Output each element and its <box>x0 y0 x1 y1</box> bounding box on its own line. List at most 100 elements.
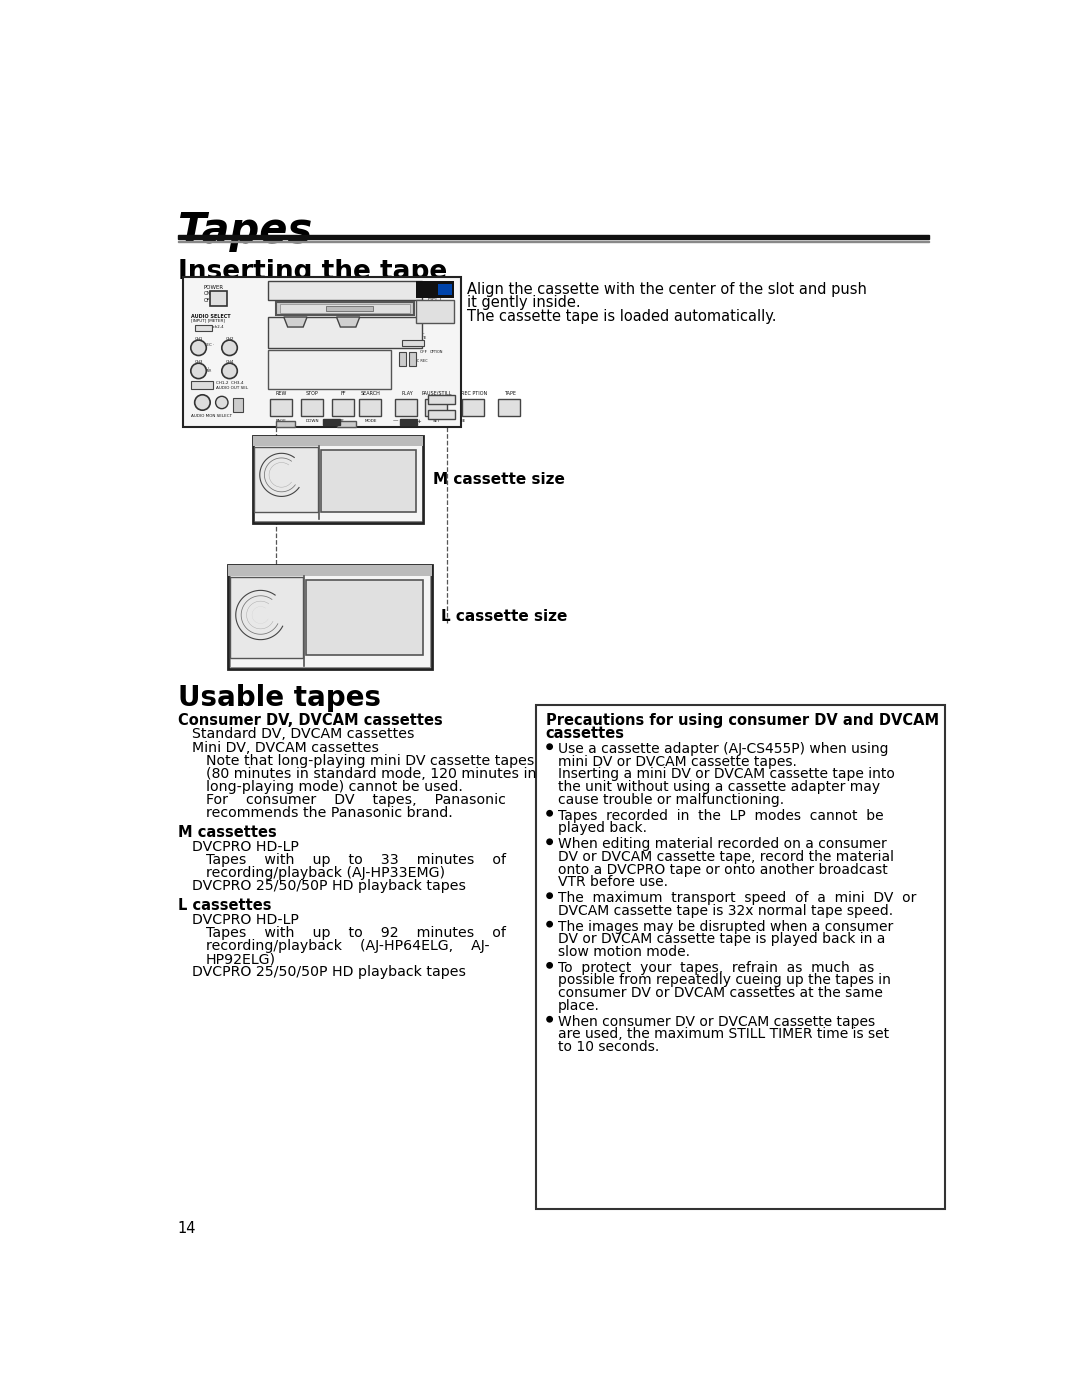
Bar <box>177 236 930 239</box>
Bar <box>276 302 414 316</box>
Bar <box>194 324 212 331</box>
Circle shape <box>216 397 228 409</box>
Text: ▶: ▶ <box>469 401 476 411</box>
Bar <box>428 411 455 419</box>
Bar <box>416 300 455 323</box>
Bar <box>438 284 451 295</box>
Text: AUDIO OUT SEL: AUDIO OUT SEL <box>216 386 248 390</box>
Text: M cassettes: M cassettes <box>177 826 276 840</box>
Text: DOWN: DOWN <box>306 419 320 423</box>
Text: |FULL|: |FULL| <box>199 366 210 370</box>
Bar <box>301 398 323 415</box>
Bar <box>337 420 356 427</box>
Bar <box>499 398 521 415</box>
Bar <box>326 306 373 312</box>
Text: TAPE: TAPE <box>504 391 516 395</box>
Text: · REC ·: · REC · <box>201 344 215 348</box>
Text: DVCPRO HD-LP: DVCPRO HD-LP <box>191 840 298 854</box>
Text: Tapes: Tapes <box>177 210 312 251</box>
Circle shape <box>546 745 552 749</box>
Bar <box>424 398 446 415</box>
Text: EJECT: EJECT <box>428 298 443 302</box>
Text: Inserting the tape: Inserting the tape <box>177 258 447 285</box>
Text: DVCAM cassette tape is 32x normal tape speed.: DVCAM cassette tape is 32x normal tape s… <box>558 904 893 918</box>
Text: CH1: CH1 <box>194 337 203 341</box>
Text: ▶: ▶ <box>403 401 410 411</box>
Bar <box>268 317 422 348</box>
Bar <box>183 277 460 427</box>
Text: ON: ON <box>204 291 212 296</box>
Bar <box>253 436 423 522</box>
Text: played back.: played back. <box>558 821 647 835</box>
Text: OFF: OFF <box>420 351 428 353</box>
Text: PAUSE/STILL: PAUSE/STILL <box>421 391 451 395</box>
Text: DATA: DATA <box>403 419 414 423</box>
Bar <box>306 580 422 655</box>
Text: OPTION: OPTION <box>430 351 443 353</box>
Bar <box>400 419 417 425</box>
Text: DV or DVCAM cassette tape is played back in a: DV or DVCAM cassette tape is played back… <box>558 932 886 946</box>
Bar <box>462 398 484 415</box>
Text: ■: ■ <box>307 401 316 411</box>
Bar <box>211 291 227 306</box>
Text: OFF: OFF <box>204 298 213 303</box>
Bar <box>403 339 424 346</box>
Bar <box>332 398 353 415</box>
Text: place.: place. <box>558 999 600 1013</box>
Text: CH3: CH3 <box>194 360 203 365</box>
Text: possible from repeatedly cueing up the tapes in: possible from repeatedly cueing up the t… <box>558 974 891 988</box>
Circle shape <box>546 840 552 844</box>
Text: □: □ <box>504 401 514 411</box>
Bar <box>233 398 243 412</box>
Text: T120 P: T120 P <box>191 381 205 386</box>
Bar <box>399 352 406 366</box>
Text: Inserting a mini DV or DVCAM cassette tape into: Inserting a mini DV or DVCAM cassette ta… <box>558 767 895 781</box>
Text: to 10 seconds.: to 10 seconds. <box>558 1039 660 1055</box>
Text: FF: FF <box>340 391 347 395</box>
Text: ANALOG ch2-4: ANALOG ch2-4 <box>195 326 224 330</box>
Text: AUDIO MON SELECT: AUDIO MON SELECT <box>191 414 232 418</box>
Text: DVCPRO: DVCPRO <box>418 284 454 293</box>
Bar <box>395 398 417 415</box>
Text: □: □ <box>365 401 375 411</box>
Text: For    consumer    DV    tapes,    Panasonic: For consumer DV tapes, Panasonic <box>205 793 505 807</box>
Text: FOR VAR: FOR VAR <box>197 369 212 373</box>
Text: Mini DV, DVCAM cassettes: Mini DV, DVCAM cassettes <box>191 740 379 754</box>
Text: recording/playback (AJ-HP33EMG): recording/playback (AJ-HP33EMG) <box>205 866 445 880</box>
Text: UP: UP <box>338 419 343 423</box>
Text: onto a DVCPRO tape or onto another broadcast: onto a DVCPRO tape or onto another broad… <box>558 862 888 876</box>
Bar <box>230 577 303 658</box>
Text: Tapes  recorded  in  the  LP  modes  cannot  be: Tapes recorded in the LP modes cannot be <box>558 809 883 823</box>
Text: To  protect  your  tapes,  refrain  as  much  as: To protect your tapes, refrain as much a… <box>558 961 875 975</box>
Text: SET: SET <box>433 419 441 423</box>
Circle shape <box>221 339 238 355</box>
Text: cassettes: cassettes <box>545 726 624 740</box>
Text: MODE: MODE <box>364 419 377 423</box>
Text: [INPUT] [METER]: [INPUT] [METER] <box>191 319 225 323</box>
Bar <box>177 240 930 242</box>
Text: COUNTER: COUNTER <box>431 411 451 415</box>
Text: 14: 14 <box>177 1221 197 1236</box>
Text: MENU: MENU <box>407 341 419 345</box>
Text: the unit without using a cassette adapter may: the unit without using a cassette adapte… <box>558 780 880 793</box>
Text: Usable tapes: Usable tapes <box>177 683 380 711</box>
Text: —: — <box>393 419 399 423</box>
Text: M cassette size: M cassette size <box>433 472 565 488</box>
Text: The images may be disrupted when a consumer: The images may be disrupted when a consu… <box>558 919 893 933</box>
Text: CH2: CH2 <box>226 337 233 341</box>
Text: PAGE: PAGE <box>276 419 287 423</box>
Text: recording/playback    (AJ-HP64ELG,    AJ-: recording/playback (AJ-HP64ELG, AJ- <box>205 939 489 953</box>
Text: consumer DV or DVCAM cassettes at the same: consumer DV or DVCAM cassettes at the sa… <box>558 986 883 1000</box>
Text: cause trouble or malfunctioning.: cause trouble or malfunctioning. <box>558 793 784 807</box>
Text: CH1: CH1 <box>235 398 243 402</box>
Text: CH1-2  CH3-4: CH1-2 CH3-4 <box>216 381 244 386</box>
Bar <box>537 705 945 1210</box>
Text: MENU: MENU <box>325 419 337 423</box>
Text: long-playing mode) cannot be used.: long-playing mode) cannot be used. <box>205 780 462 793</box>
Bar <box>359 398 380 415</box>
Bar <box>230 567 430 668</box>
Text: DVCPRO 25/50/50P HD playback tapes: DVCPRO 25/50/50P HD playback tapes <box>191 965 465 979</box>
Text: PLAY: PLAY <box>401 391 413 395</box>
Text: REMOTE: REMOTE <box>409 335 427 339</box>
Text: DVCPRO 25/50/50P HD playback tapes: DVCPRO 25/50/50P HD playback tapes <box>191 879 465 893</box>
